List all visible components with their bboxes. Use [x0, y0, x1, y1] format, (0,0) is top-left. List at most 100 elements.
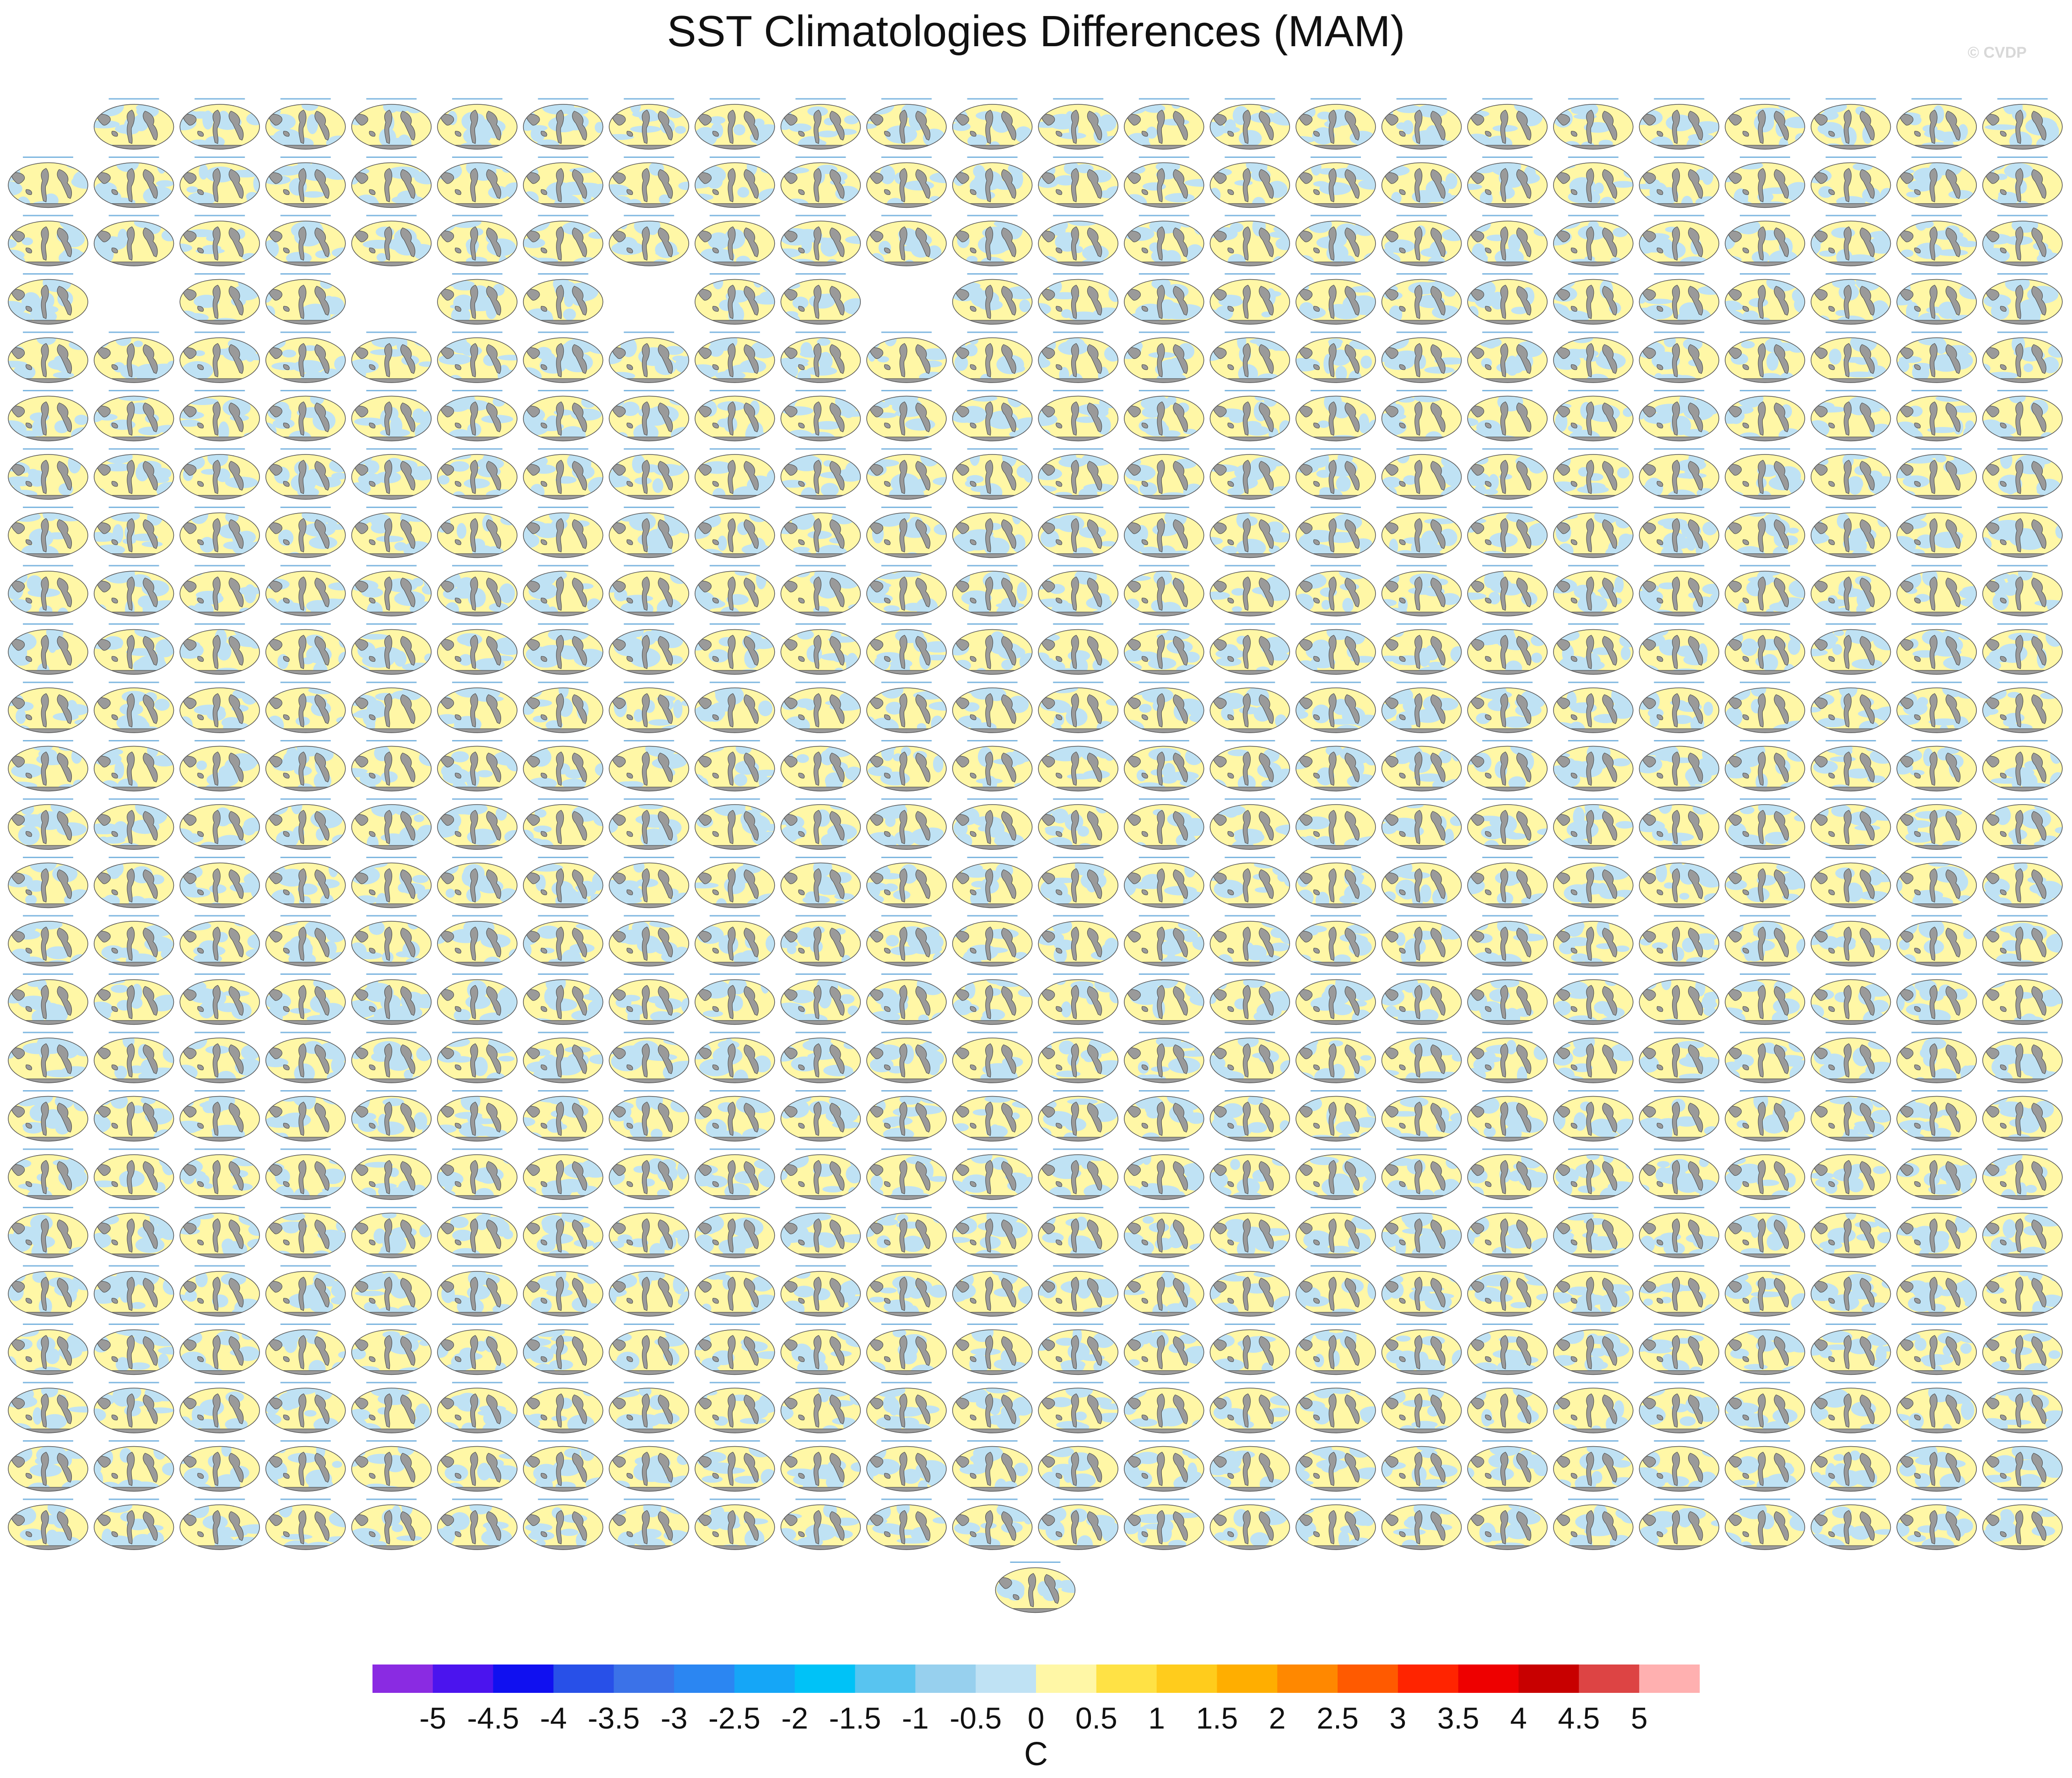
map-panel [8, 681, 88, 733]
map-panel [1553, 215, 1634, 266]
map-panel [1381, 915, 1462, 967]
map-panel [179, 215, 260, 266]
map-panel [523, 157, 604, 208]
watermark: © CVDP [1968, 44, 2027, 61]
map-panel [1553, 331, 1634, 383]
map-panel [1209, 681, 1290, 733]
map-panel [523, 390, 604, 442]
colorbar-swatch [976, 1665, 1036, 1693]
colorbar-tick-label: -3.5 [588, 1701, 640, 1735]
map-panel [1038, 681, 1118, 733]
colorbar-swatch [1277, 1665, 1338, 1693]
colorbar-tick-label: -2 [781, 1701, 808, 1735]
map-panel [437, 507, 518, 558]
map-panel [1810, 98, 1891, 150]
map-panel [265, 215, 346, 266]
colorbar-swatch [734, 1665, 795, 1693]
map-panel [437, 798, 518, 850]
map-panel [1896, 215, 1977, 266]
map-panel [437, 273, 518, 325]
map-panel [437, 448, 518, 500]
colorbar-tick-label: -1 [902, 1701, 929, 1735]
colorbar-swatch [432, 1665, 494, 1693]
map-panel [952, 390, 1033, 442]
map-panel [265, 331, 346, 383]
map-panel [952, 448, 1033, 500]
map-panel [1295, 507, 1376, 558]
map-panel [1038, 98, 1118, 150]
colorbar-tick-label: 1 [1148, 1701, 1165, 1735]
map-panel [1725, 157, 1805, 208]
map-panel [523, 623, 604, 675]
map-panel [1810, 273, 1891, 325]
map-panel [866, 390, 947, 442]
colorbar-tick-label: 2.5 [1317, 1701, 1359, 1735]
map-panel [179, 915, 260, 967]
map-panel [265, 507, 346, 558]
colorbar-swatch [1338, 1665, 1398, 1693]
map-panel [1725, 681, 1805, 733]
map-panel [1810, 507, 1891, 558]
map-panel [1810, 681, 1891, 733]
map-panel [1209, 857, 1290, 908]
colorbar-swatch [1217, 1665, 1278, 1693]
map-panel [1553, 857, 1634, 908]
map-panel [780, 448, 861, 500]
map-panel [1381, 857, 1462, 908]
map-panel [1467, 215, 1548, 266]
map-panel [1381, 98, 1462, 150]
map-panel [437, 681, 518, 733]
colorbar-swatch [1518, 1665, 1579, 1693]
map-panel [695, 857, 775, 908]
map-panel [1725, 98, 1805, 150]
map-panel [265, 740, 346, 792]
map-panel [1124, 857, 1204, 908]
map-panel [1896, 565, 1977, 616]
map-panel [866, 623, 947, 675]
map-panel [1124, 157, 1204, 208]
colorbar-swatch [794, 1665, 856, 1693]
colorbar-tick-label: 1.5 [1196, 1701, 1238, 1735]
map-panel [1639, 215, 1720, 266]
map-panel [780, 215, 861, 266]
map-panel [952, 740, 1033, 792]
map-panel [1209, 798, 1290, 850]
map-panel [8, 273, 88, 325]
map-panel [780, 915, 861, 967]
map-panel [1982, 565, 2063, 616]
colorbar-tick-label: -2.5 [708, 1701, 761, 1735]
map-panel [695, 448, 775, 500]
colorbar-swatch [1579, 1665, 1640, 1693]
map-panel [1639, 390, 1720, 442]
map-panel [1725, 331, 1805, 383]
map-panel [351, 448, 432, 500]
colorbar-tick-label: 2 [1269, 1701, 1286, 1735]
map-panel [93, 857, 174, 908]
map-panel [523, 448, 604, 500]
map-panel [1725, 798, 1805, 850]
map-panel [437, 157, 518, 208]
map-panel [1896, 740, 1977, 792]
map-panel [1896, 798, 1977, 850]
map-panel [8, 331, 88, 383]
colorbar-tick-label: 3 [1390, 1701, 1407, 1735]
map-panel [1639, 331, 1720, 383]
colorbar-units: C [1024, 1736, 1048, 1773]
map-panel [1810, 331, 1891, 383]
colorbar-tick-label: -4.5 [467, 1701, 519, 1735]
map-panel [437, 215, 518, 266]
colorbar-tick-label: -4 [540, 1701, 567, 1735]
map-panel [93, 565, 174, 616]
colorbar-swatch [372, 1665, 433, 1693]
map-panel [8, 448, 88, 500]
map-panel [609, 215, 689, 266]
map-panel [1124, 740, 1204, 792]
map-panel [8, 623, 88, 675]
map-panel [695, 623, 775, 675]
map-panel [1553, 565, 1634, 616]
colorbar-tick-label: -1.5 [829, 1701, 881, 1735]
map-panel [1038, 565, 1118, 616]
colorbar-tick-label: 0.5 [1075, 1701, 1117, 1735]
map-panel [179, 390, 260, 442]
